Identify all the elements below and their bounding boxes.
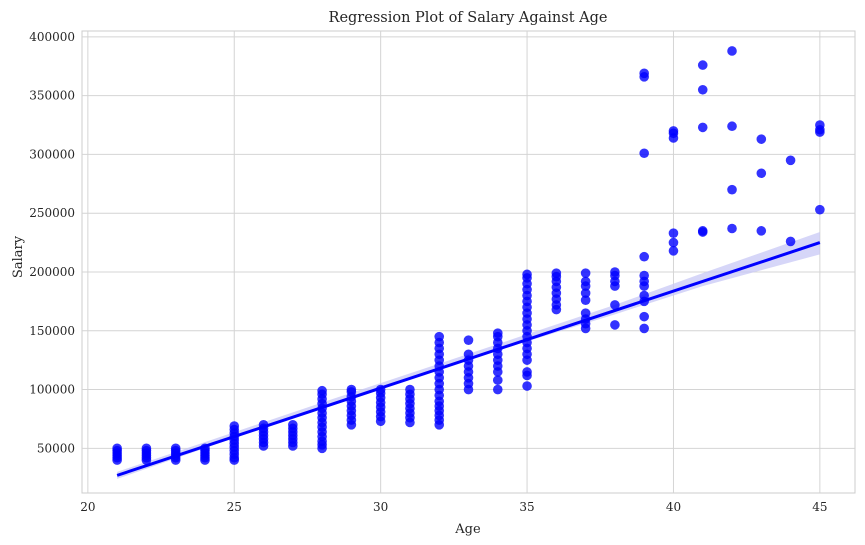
scatter-point (288, 420, 298, 430)
scatter-point (668, 126, 679, 136)
scatter-point (492, 328, 503, 338)
scatter-point (551, 268, 562, 278)
chart-title: Regression Plot of Salary Against Age (329, 10, 608, 26)
scatter-point (610, 267, 620, 277)
scatter-point (697, 226, 708, 236)
scatter-point (170, 443, 181, 454)
y-tick-label: 100000 (29, 383, 75, 397)
plot-area (81, 30, 856, 494)
scatter-point (668, 246, 679, 256)
scatter-point (580, 288, 591, 298)
scatter-point (492, 375, 503, 385)
x-tick-label: 20 (80, 500, 95, 514)
scatter-point (639, 323, 649, 334)
x-tick-label: 30 (373, 500, 388, 514)
y-tick-label: 400000 (29, 30, 75, 44)
scatter-point (112, 443, 122, 454)
scatter-point (610, 300, 620, 310)
scatter-point (522, 367, 532, 377)
y-axis-label: Salary (11, 235, 26, 278)
scatter-point (522, 269, 532, 280)
scatter-point (580, 295, 591, 306)
scatter-point (639, 311, 649, 322)
x-tick-label: 40 (666, 500, 681, 514)
scatter-point (697, 84, 708, 95)
scatter-point (697, 122, 708, 133)
scatter-point (463, 335, 474, 345)
x-axis-label: Age (454, 522, 481, 537)
scatter-points (112, 46, 825, 465)
scatter-point (639, 290, 649, 301)
scatter-point (668, 228, 679, 238)
scatter-point (580, 308, 591, 318)
y-tick-label: 250000 (29, 206, 75, 220)
scatter-point (492, 384, 503, 395)
y-tick-label: 50000 (37, 441, 75, 455)
x-tick-label: 35 (519, 500, 534, 514)
scatter-point (756, 226, 767, 236)
scatter-point (639, 270, 649, 281)
scatter-point (756, 168, 767, 179)
scatter-point (815, 120, 825, 130)
scatter-point (727, 121, 737, 132)
scatter-point (229, 421, 240, 431)
y-tick-labels: 50000 100000 150000 200000 250000 300000 35000… (29, 30, 75, 455)
scatter-point (639, 68, 649, 79)
scatter-point (756, 134, 767, 144)
scatter-point (639, 148, 649, 159)
grid (82, 31, 855, 493)
scatter-point (727, 184, 737, 195)
scatter-point (727, 46, 737, 56)
y-tick-label: 200000 (29, 265, 75, 279)
scatter-point (405, 384, 415, 395)
scatter-point (580, 268, 591, 278)
x-tick-label: 25 (227, 500, 242, 514)
scatter-point (697, 60, 708, 70)
y-tick-label: 150000 (29, 324, 75, 338)
y-tick-label: 350000 (29, 89, 75, 103)
regression-line-layer (116, 241, 821, 477)
scatter-point (522, 381, 532, 391)
scatter-point (668, 237, 679, 248)
scatter-point (580, 276, 591, 287)
scatter-point (815, 204, 825, 215)
scatter-point (727, 223, 737, 234)
scatter-point (610, 320, 620, 330)
x-tick-label: 45 (812, 500, 827, 514)
x-tick-labels: 20 25 30 35 40 45 (80, 500, 827, 514)
scatter-point (317, 385, 327, 396)
scatter-point (639, 251, 649, 262)
scatter-point (346, 384, 357, 395)
regression-line (116, 241, 821, 477)
scatter-point (785, 236, 796, 247)
scatter-point (141, 443, 152, 454)
y-tick-label: 300000 (29, 147, 75, 161)
scatter-point (785, 155, 796, 166)
scatter-point (434, 331, 445, 342)
